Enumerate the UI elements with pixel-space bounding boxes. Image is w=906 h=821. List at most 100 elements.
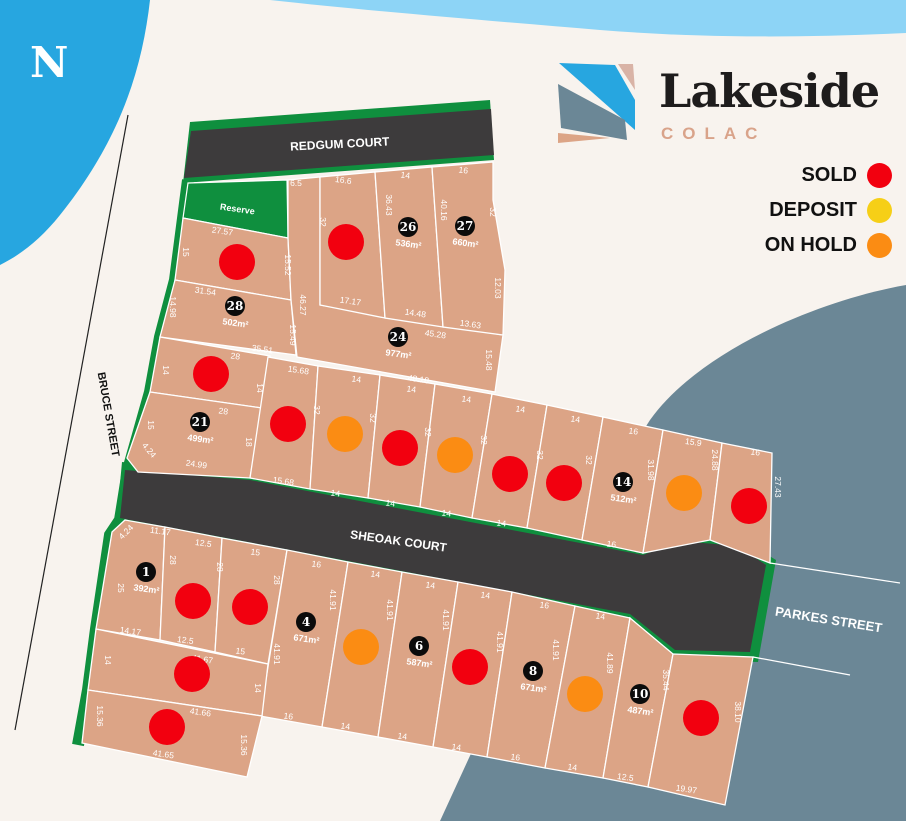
dimension-label: 14 (351, 373, 362, 384)
dimension-label: 28 (215, 562, 225, 572)
dimension-label: 32 (423, 427, 433, 437)
bruce-street-label: BRUCE STREET (95, 371, 122, 458)
legend-label: SOLD (801, 164, 857, 186)
lot-parcel (126, 391, 263, 479)
dimension-label: 24.88 (710, 449, 720, 471)
dimension-label: 41.66 (189, 706, 212, 719)
lot-area: 392m² (133, 582, 160, 596)
dimension-label: 14 (253, 683, 263, 693)
dimension-label: 16.6 (335, 174, 353, 186)
sold-status-dot (193, 356, 229, 392)
legend-label: DEPOSIT (769, 199, 857, 221)
dimension-label: 28 (230, 350, 241, 361)
lot-area: 977m² (385, 347, 412, 361)
dimension-label: 15.68 (287, 364, 310, 377)
dimension-label: 27.57 (211, 225, 234, 238)
lot-area: 512m² (610, 492, 637, 506)
dimension-label: 14 (595, 610, 606, 621)
lot-area: 671m² (293, 632, 320, 646)
dimension-label: 14 (397, 730, 408, 741)
lot-area: 536m² (395, 237, 422, 251)
dimension-label: 15 (181, 247, 191, 257)
dimension-label: 14 (330, 487, 341, 498)
lot-number-badge (613, 472, 633, 492)
status-legend: SOLD DEPOSIT ON HOLD (765, 158, 892, 263)
dimension-label: 12.03 (493, 277, 503, 299)
on-hold-status-dot (437, 437, 473, 473)
dimension-label: 27.43 (773, 476, 783, 498)
dimension-label: 16 (510, 751, 521, 762)
dimension-label: 14.98 (168, 296, 178, 318)
dimension-label: 12.5 (617, 771, 635, 783)
on-hold-dot-icon (867, 233, 892, 258)
dimension-label: 14 (370, 568, 381, 579)
lot-number: 6 (415, 639, 423, 653)
dimension-label: 25 (116, 583, 126, 593)
dimension-label: 15.52 (283, 254, 293, 276)
dimension-label: 14 (385, 497, 396, 508)
lot-number: 21 (192, 415, 209, 429)
dimension-label: 11.17 (150, 525, 172, 538)
sold-status-dot (492, 456, 528, 492)
dimension-label: 32 (488, 207, 498, 217)
dimension-label: 28 (218, 405, 229, 416)
north-arrow: N (30, 38, 68, 87)
dimension-label: 32 (318, 217, 328, 227)
legend-deposit: DEPOSIT (765, 193, 892, 228)
deposit-dot-icon (867, 198, 892, 223)
legend-sold: SOLD (765, 158, 892, 193)
dimension-label: 14 (451, 741, 462, 752)
lot-number-badge (409, 636, 429, 656)
bruce-street-line (14, 114, 129, 731)
sheoak-court-road (120, 470, 766, 652)
lot-number: 24 (390, 330, 407, 344)
lake-shape (0, 0, 150, 265)
dimension-label: 17.17 (339, 295, 362, 308)
lot-number: 8 (529, 664, 537, 678)
dimension-label: 31.98 (646, 459, 656, 481)
dimension-label: 46.27 (298, 294, 308, 316)
dimension-label: 14 (480, 589, 491, 600)
dimension-label: 41.91 (551, 639, 561, 661)
on-hold-status-dot (343, 629, 379, 665)
brand-subtitle: COLAC (661, 124, 767, 143)
lake-shape (270, 0, 906, 37)
dimension-label: 18 (244, 437, 254, 447)
dimension-label: 41.89 (605, 652, 615, 674)
lot-area: 587m² (406, 656, 433, 670)
sold-status-dot (219, 244, 255, 280)
lot-parcel (159, 279, 297, 356)
lot-number: 4 (302, 615, 310, 629)
dimension-label: 16 (458, 164, 469, 175)
lot-number-badge (136, 562, 156, 582)
lot-area: 499m² (187, 432, 214, 446)
dimension-label: 40.16 (439, 199, 449, 221)
dimension-label: 16 (283, 710, 294, 721)
dimension-label: 14 (567, 761, 578, 772)
dimension-label: 15.36 (239, 734, 249, 756)
dimension-label: 32 (479, 435, 489, 445)
lot-number: 27 (457, 219, 474, 233)
dimension-label: 6.5 (290, 178, 302, 188)
dimension-label: 35.51 (251, 343, 274, 356)
dimension-label: 14 (340, 720, 351, 731)
sold-status-dot (546, 465, 582, 501)
dimension-label: 38.10 (733, 701, 743, 723)
lot-area: 671m² (520, 681, 547, 695)
lot-number: 10 (632, 687, 649, 701)
lot-number: 14 (615, 475, 632, 489)
dimension-label: 15 (146, 420, 156, 430)
on-hold-status-dot (327, 416, 363, 452)
lot-number-badge (225, 296, 245, 316)
dimension-label: 16 (628, 425, 639, 436)
dimension-label: 15 (250, 546, 261, 557)
on-hold-status-dot (666, 475, 702, 511)
dimension-label: 13.63 (459, 318, 482, 331)
lot-parcel (431, 161, 506, 336)
parkes-street-line (769, 562, 901, 584)
dimension-label: 15.49 (288, 324, 298, 346)
dimension-label: 45.28 (424, 328, 447, 341)
north-label: N (30, 38, 69, 87)
dimension-label: 41.91 (385, 599, 395, 621)
